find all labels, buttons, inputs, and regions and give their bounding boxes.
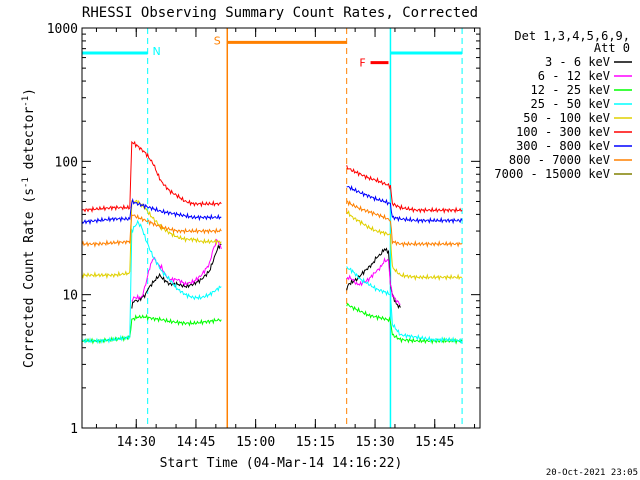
legend-label: 12 - 25 keV: [531, 83, 610, 97]
legend-label: 300 - 800 keV: [516, 139, 610, 153]
legend-label: 3 - 6 keV: [545, 55, 610, 69]
series-line-50-100keV: [346, 209, 463, 282]
series-line-6-12keV: [131, 238, 222, 302]
series-line-25-50keV: [82, 219, 222, 345]
x-tick-label: 15:45: [415, 435, 454, 450]
y-tick-label: 100: [55, 155, 78, 170]
x-axis-label: Start Time (04-Mar-14 14:16:22): [160, 456, 403, 471]
legend-label: 7000 - 15000 keV: [494, 167, 610, 181]
attenuator-markers: [82, 28, 463, 428]
series-line-100-300keV: [82, 140, 222, 213]
y-axis-label-end: ): [22, 88, 37, 96]
y-axis-label-mid: detector: [22, 107, 37, 178]
series-line-25-50keV: [346, 266, 463, 344]
series-line-300-800keV: [82, 197, 222, 226]
x-tick-label: 15:15: [296, 435, 335, 450]
series-line-6-12keV: [346, 256, 401, 306]
x-tick-label: 15:00: [236, 435, 275, 450]
legend-label: 800 - 7000 keV: [509, 153, 610, 167]
x-tick-label: 14:45: [176, 435, 215, 450]
y-tick-label: 1: [70, 422, 78, 437]
y-axis: 1 10 100 1000: [47, 22, 480, 437]
series-line-50-100keV: [82, 199, 222, 280]
series-line-12-25keV: [82, 313, 222, 345]
y-axis-label-sup2: -1: [21, 96, 31, 107]
series-line-3-6keV: [131, 243, 222, 309]
legend-header-line2: Att 0: [594, 41, 630, 55]
series-line-800-7000keV: [346, 200, 463, 249]
y-tick-label: 1000: [47, 22, 78, 37]
y-tick-label: 10: [62, 289, 78, 304]
series-line-12-25keV: [346, 302, 463, 345]
y-axis-label-sup1: -1: [21, 177, 31, 188]
marker-f-label: F: [359, 57, 365, 70]
x-tick-label: 14:30: [117, 435, 156, 450]
series-line-300-800keV: [346, 184, 463, 225]
series-line-100-300keV: [346, 165, 463, 215]
x-tick-label: 15:30: [355, 435, 394, 450]
y-axis-label-main: Corrected Count Rate (s: [22, 188, 37, 368]
legend-label: 25 - 50 keV: [531, 97, 610, 111]
plot-frame: [81, 27, 481, 429]
chart-title: RHESSI Observing Summary Count Rates, Co…: [82, 5, 478, 21]
series-line-800-7000keV: [82, 213, 222, 248]
timestamp: 20-Oct-2021 23:05: [546, 468, 638, 478]
legend-label: 100 - 300 keV: [516, 125, 610, 139]
marker-n-label: N: [153, 45, 161, 58]
legend-label: 6 - 12 keV: [538, 69, 610, 83]
y-axis-label: Corrected Count Rate (s-1 detector-1): [21, 88, 37, 368]
legend-header-line1: Det 1,3,4,5,6,9,: [514, 29, 630, 43]
marker-s-label: S: [214, 34, 221, 47]
x-axis: 14:30 14:45 15:00 15:15 15:30 15:45: [95, 28, 476, 450]
legend-label: 50 - 100 keV: [523, 111, 610, 125]
series-group: [82, 140, 463, 345]
